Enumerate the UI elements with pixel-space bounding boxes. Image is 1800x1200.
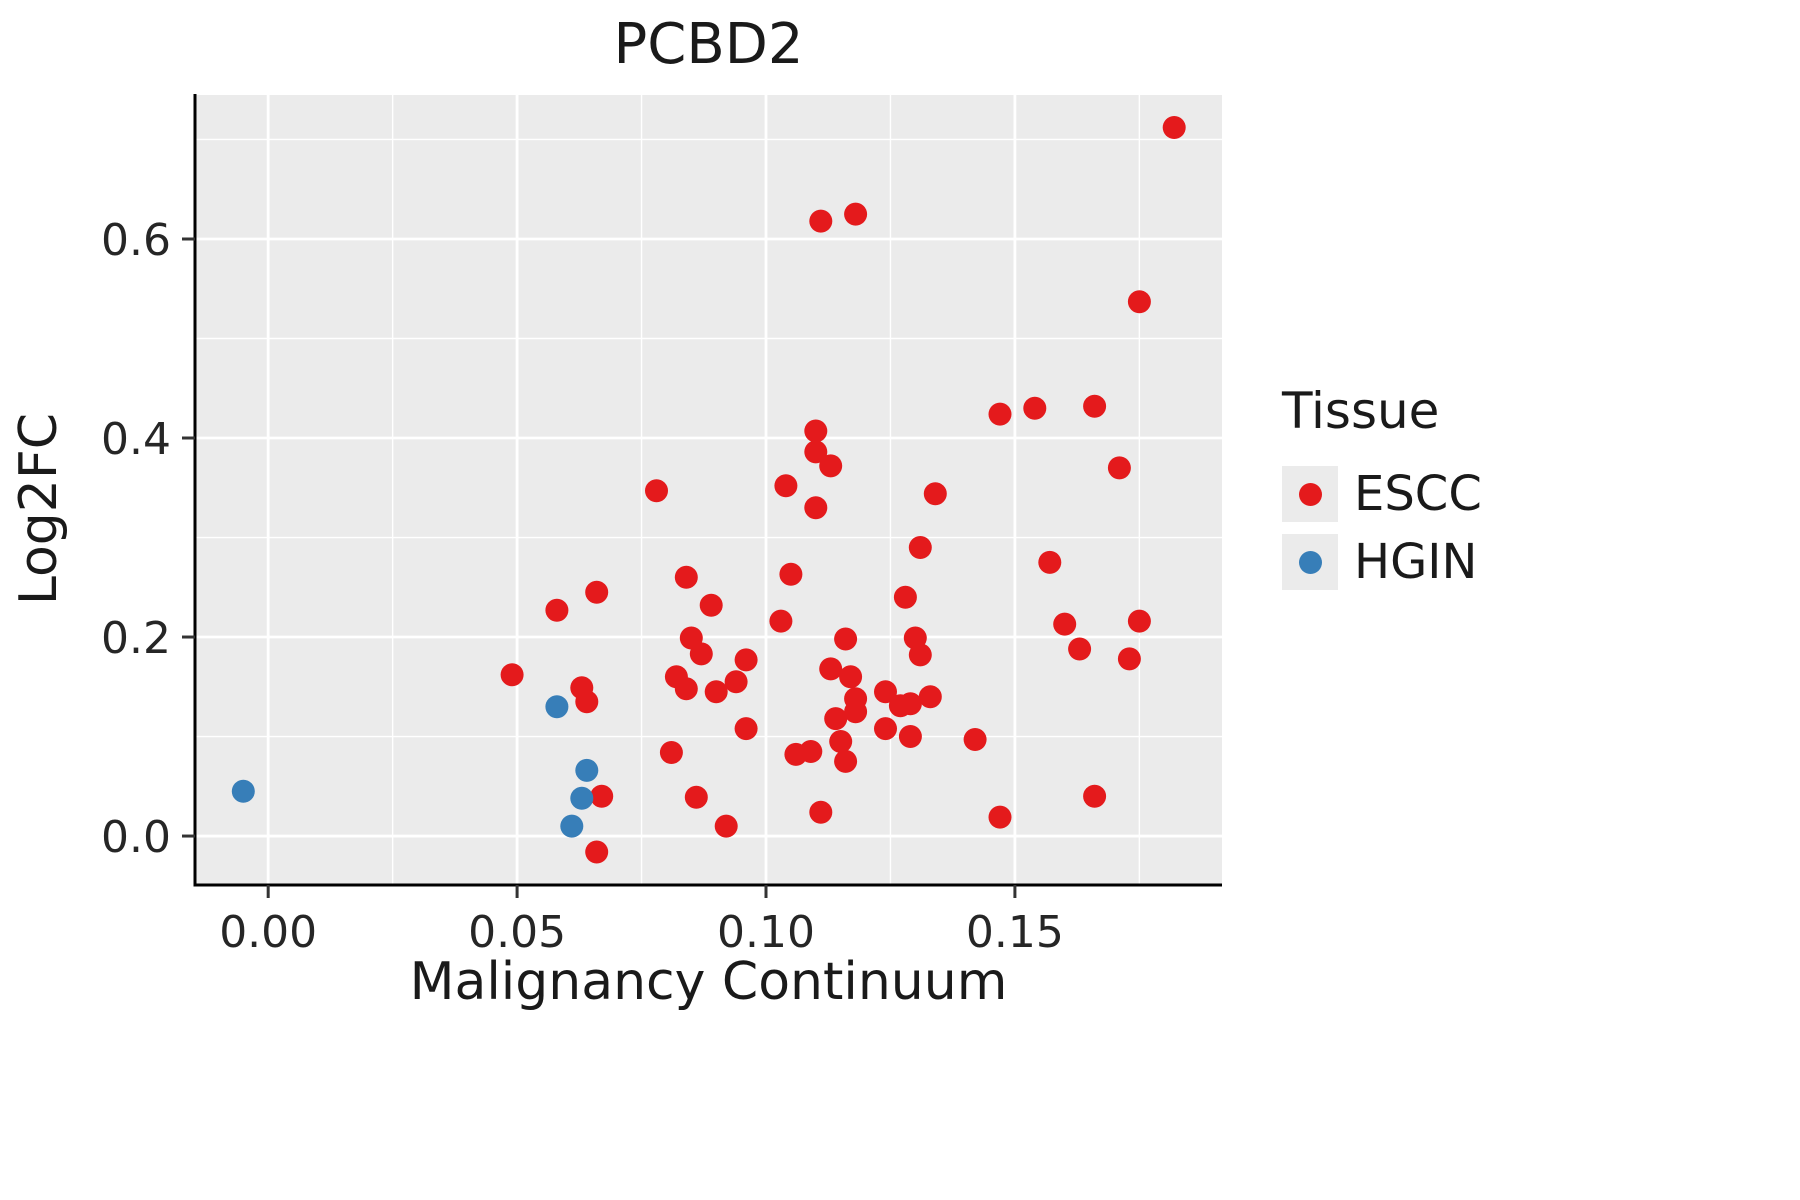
x-tick-label: 0.00 [219, 907, 317, 958]
data-point-escc [1083, 394, 1107, 418]
escc-point-icon [1298, 482, 1322, 506]
data-point-escc [734, 717, 758, 741]
legend-title: Tissue [1282, 382, 1440, 440]
data-point-hgin [575, 758, 599, 782]
data-point-escc [699, 593, 723, 617]
data-point-escc [1083, 784, 1107, 808]
data-point-escc [645, 479, 668, 503]
legend-key-escc [1282, 466, 1338, 522]
data-point-escc [734, 648, 758, 672]
data-point-escc [874, 717, 897, 741]
data-point-escc [724, 670, 748, 694]
data-point-escc [704, 680, 728, 704]
data-point-escc [834, 627, 858, 651]
data-point-escc [809, 209, 833, 233]
legend-label-hgin: HGIN [1354, 534, 1478, 590]
data-point-hgin [545, 695, 569, 719]
legend: Tissue ESCC HGIN [1282, 382, 1482, 602]
data-point-escc [834, 749, 858, 773]
y-tick-label: 0.0 [101, 812, 171, 863]
y-tick-label: 0.6 [101, 215, 171, 266]
legend-label-escc: ESCC [1354, 466, 1482, 522]
x-axis-label: Malignancy Continuum [409, 952, 1008, 1012]
data-point-escc [804, 496, 828, 520]
data-point-escc [908, 536, 932, 559]
data-point-escc [1053, 612, 1077, 636]
data-point-escc [819, 657, 843, 681]
data-point-escc [839, 665, 863, 689]
data-point-escc [923, 482, 947, 506]
y-tick-label: 0.4 [101, 414, 171, 465]
data-point-escc [893, 585, 917, 609]
data-point-escc [779, 562, 803, 586]
data-point-escc [874, 680, 897, 704]
data-point-escc [1127, 290, 1151, 314]
data-point-escc [500, 663, 524, 687]
data-point-escc [684, 785, 708, 809]
legend-item-hgin: HGIN [1282, 534, 1482, 590]
data-point-escc [799, 740, 823, 763]
data-point-escc [1038, 550, 1062, 574]
data-point-escc [988, 402, 1012, 426]
x-tick-label: 0.10 [717, 907, 815, 958]
data-point-escc [714, 814, 738, 838]
y-tick-label: 0.2 [101, 613, 171, 664]
data-point-escc [689, 642, 713, 666]
legend-key-hgin [1282, 534, 1338, 590]
data-point-escc [1068, 637, 1092, 661]
data-point-escc [1117, 647, 1141, 671]
data-point-escc [659, 741, 683, 764]
data-point-escc [908, 643, 932, 667]
data-point-escc [829, 730, 853, 753]
data-point-escc [898, 725, 922, 748]
data-point-escc [804, 419, 828, 443]
x-tick-label: 0.05 [468, 907, 566, 958]
chart-title: PCBD2 [613, 12, 804, 77]
data-point-escc [1107, 456, 1131, 480]
data-point-escc [1127, 609, 1151, 633]
data-point-escc [585, 840, 609, 864]
data-point-escc [674, 677, 698, 701]
data-point-escc [1023, 396, 1047, 420]
data-point-escc [774, 474, 798, 498]
y-axis-label: Log2FC [9, 412, 69, 606]
data-point-escc [1162, 116, 1186, 139]
hgin-point-icon [1298, 550, 1322, 574]
data-point-escc [585, 580, 609, 604]
data-point-escc [898, 692, 922, 716]
data-point-escc [804, 440, 828, 464]
data-point-escc [575, 690, 599, 714]
data-point-escc [918, 685, 942, 709]
x-tick-label: 0.15 [966, 907, 1064, 958]
data-point-escc [844, 202, 868, 226]
panel-background [195, 95, 1222, 885]
data-point-escc [590, 784, 614, 808]
data-point-escc [988, 805, 1012, 829]
data-point-escc [844, 700, 868, 724]
data-point-escc [819, 454, 843, 478]
data-point-escc [824, 707, 848, 731]
data-point-escc [674, 565, 698, 589]
data-point-escc [963, 728, 987, 751]
data-point-hgin [570, 786, 594, 810]
data-point-hgin [560, 814, 584, 838]
data-point-escc [809, 800, 833, 824]
legend-item-escc: ESCC [1282, 466, 1482, 522]
data-point-hgin [231, 779, 255, 803]
data-point-escc [769, 609, 793, 633]
data-point-escc [545, 598, 569, 622]
